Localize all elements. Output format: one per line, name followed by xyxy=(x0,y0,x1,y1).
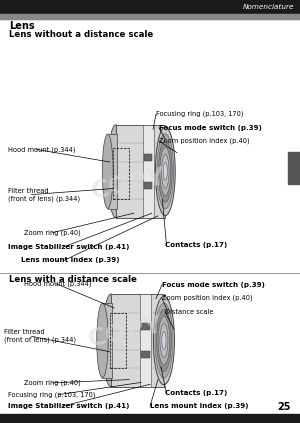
Bar xyxy=(111,294,164,387)
Ellipse shape xyxy=(108,125,124,218)
Ellipse shape xyxy=(157,134,174,209)
Bar xyxy=(141,323,150,330)
Ellipse shape xyxy=(157,310,171,371)
Text: Lens: Lens xyxy=(9,21,34,31)
Ellipse shape xyxy=(163,162,167,180)
Text: Lens without a distance scale: Lens without a distance scale xyxy=(9,30,153,39)
Bar xyxy=(0,0,300,14)
Bar xyxy=(140,294,152,387)
Text: Zoom ring (p.40): Zoom ring (p.40) xyxy=(24,379,81,386)
Bar xyxy=(116,125,165,218)
Text: 25: 25 xyxy=(278,401,291,412)
Ellipse shape xyxy=(102,134,113,209)
Ellipse shape xyxy=(158,316,170,365)
Bar xyxy=(0,14,300,19)
Bar xyxy=(113,148,129,199)
Text: Focus mode switch (p.39): Focus mode switch (p.39) xyxy=(162,282,265,288)
Text: Filter thread
(front of lens) (p.344): Filter thread (front of lens) (p.344) xyxy=(4,329,76,343)
Text: Focusing ring (p.103, 170): Focusing ring (p.103, 170) xyxy=(8,391,95,398)
Bar xyxy=(141,351,150,358)
Text: Zoom position index (p.40): Zoom position index (p.40) xyxy=(162,295,253,302)
Ellipse shape xyxy=(160,147,171,195)
Text: Hood mount (p.344): Hood mount (p.344) xyxy=(8,146,75,153)
Bar xyxy=(144,154,152,161)
Text: Focusing ring (p.103, 170): Focusing ring (p.103, 170) xyxy=(156,111,244,118)
Ellipse shape xyxy=(97,303,108,378)
Text: COPY: COPY xyxy=(89,165,169,203)
Bar xyxy=(103,303,112,378)
Text: Contacts (p.17): Contacts (p.17) xyxy=(165,242,227,248)
Ellipse shape xyxy=(153,296,175,385)
Bar xyxy=(110,313,126,368)
Ellipse shape xyxy=(162,332,166,349)
Text: Focus mode switch (p.39): Focus mode switch (p.39) xyxy=(159,125,262,131)
Text: Filter thread
(front of lens) (p.344): Filter thread (front of lens) (p.344) xyxy=(8,187,80,202)
Bar xyxy=(0,414,300,423)
Text: Nomenclature: Nomenclature xyxy=(242,4,294,10)
Text: Image Stabilizer switch (p.41): Image Stabilizer switch (p.41) xyxy=(8,244,129,250)
Ellipse shape xyxy=(155,303,173,378)
Ellipse shape xyxy=(158,140,172,202)
Bar xyxy=(288,152,300,184)
Text: Lens mount index (p.39): Lens mount index (p.39) xyxy=(21,257,119,263)
Text: COPY: COPY xyxy=(86,313,166,352)
Ellipse shape xyxy=(160,324,168,357)
Ellipse shape xyxy=(155,127,175,216)
Text: Lens with a distance scale: Lens with a distance scale xyxy=(9,275,137,284)
Text: Hood mount (p.344): Hood mount (p.344) xyxy=(24,280,92,287)
Ellipse shape xyxy=(161,154,169,188)
Text: Contacts (p.17): Contacts (p.17) xyxy=(165,390,227,396)
Text: Lens mount index (p.39): Lens mount index (p.39) xyxy=(150,403,248,409)
Text: Zoom ring (p.40): Zoom ring (p.40) xyxy=(24,229,81,236)
Text: Image Stabilizer switch (p.41): Image Stabilizer switch (p.41) xyxy=(8,403,129,409)
Text: Zoom position index (p.40): Zoom position index (p.40) xyxy=(159,137,250,144)
Bar xyxy=(143,125,154,218)
Bar xyxy=(108,134,117,209)
Ellipse shape xyxy=(103,294,120,387)
Bar xyxy=(144,182,152,189)
Text: Distance scale: Distance scale xyxy=(165,309,214,315)
